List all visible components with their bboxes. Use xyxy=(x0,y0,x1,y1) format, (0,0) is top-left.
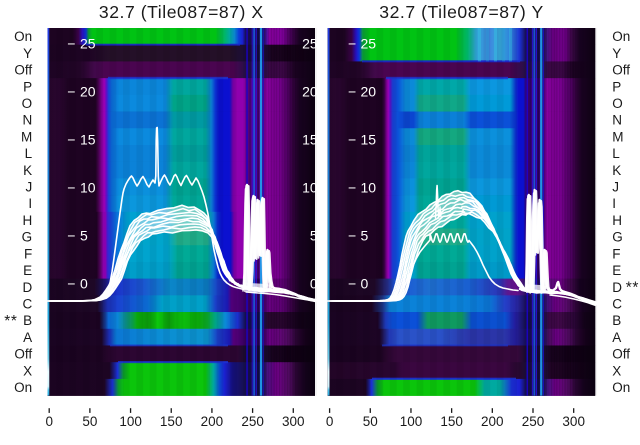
svg-text:E: E xyxy=(612,263,621,278)
svg-text:15: 15 xyxy=(302,132,318,148)
svg-text:**: ** xyxy=(4,313,17,330)
svg-text:250: 250 xyxy=(241,414,264,429)
svg-text:J: J xyxy=(25,180,32,195)
svg-text:Off: Off xyxy=(14,347,32,362)
svg-text:Y: Y xyxy=(23,46,32,61)
svg-text:On: On xyxy=(612,380,630,395)
svg-text:**: ** xyxy=(626,280,639,297)
svg-text:0: 0 xyxy=(45,414,53,429)
svg-text:20: 20 xyxy=(302,84,318,100)
svg-text:F: F xyxy=(24,246,32,261)
svg-text:15: 15 xyxy=(361,132,377,148)
svg-text:C: C xyxy=(612,297,622,312)
svg-text:K: K xyxy=(23,163,32,178)
svg-text:−: − xyxy=(348,180,356,196)
svg-text:0: 0 xyxy=(326,414,334,429)
svg-text:50: 50 xyxy=(363,414,378,429)
svg-text:0: 0 xyxy=(80,276,88,292)
svg-text:H: H xyxy=(612,213,622,228)
svg-text:−: − xyxy=(67,276,75,292)
svg-text:−: − xyxy=(67,84,75,100)
svg-text:N: N xyxy=(22,113,32,128)
svg-text:32.7 (Tile087=87) X: 32.7 (Tile087=87) X xyxy=(99,2,264,22)
svg-text:B: B xyxy=(23,313,32,328)
svg-text:C: C xyxy=(22,297,32,312)
svg-text:M: M xyxy=(21,129,32,144)
svg-text:250: 250 xyxy=(522,414,545,429)
svg-text:D: D xyxy=(612,280,622,295)
svg-text:X: X xyxy=(23,363,32,378)
svg-text:A: A xyxy=(23,330,32,345)
svg-text:−: − xyxy=(67,36,75,52)
svg-text:5: 5 xyxy=(80,228,88,244)
svg-text:−: − xyxy=(348,132,356,148)
svg-text:5: 5 xyxy=(361,228,369,244)
svg-text:25: 25 xyxy=(302,36,318,52)
svg-text:On: On xyxy=(14,29,32,44)
svg-text:−: − xyxy=(67,228,75,244)
svg-text:300: 300 xyxy=(562,414,585,429)
svg-text:On: On xyxy=(612,29,630,44)
svg-text:N: N xyxy=(612,113,622,128)
svg-text:100: 100 xyxy=(400,414,423,429)
svg-text:300: 300 xyxy=(282,414,305,429)
svg-text:M: M xyxy=(612,129,623,144)
svg-text:Off: Off xyxy=(14,63,32,78)
svg-text:G: G xyxy=(612,230,623,245)
svg-text:On: On xyxy=(14,380,32,395)
svg-text:10: 10 xyxy=(361,180,377,196)
svg-text:X: X xyxy=(612,363,621,378)
svg-text:20: 20 xyxy=(361,84,377,100)
svg-text:Off: Off xyxy=(612,63,630,78)
svg-text:150: 150 xyxy=(440,414,463,429)
svg-text:0: 0 xyxy=(310,276,318,292)
svg-text:E: E xyxy=(23,263,32,278)
svg-text:O: O xyxy=(22,96,33,111)
svg-text:O: O xyxy=(612,96,623,111)
svg-text:10: 10 xyxy=(80,180,96,196)
svg-text:−: − xyxy=(348,276,356,292)
svg-text:D: D xyxy=(22,280,32,295)
svg-text:5: 5 xyxy=(310,228,318,244)
svg-text:20: 20 xyxy=(80,84,96,100)
svg-text:−: − xyxy=(67,132,75,148)
svg-text:K: K xyxy=(612,163,621,178)
svg-text:P: P xyxy=(23,79,32,94)
svg-text:25: 25 xyxy=(80,36,96,52)
svg-text:H: H xyxy=(22,213,32,228)
svg-text:200: 200 xyxy=(201,414,224,429)
svg-text:G: G xyxy=(22,230,33,245)
svg-text:−: − xyxy=(67,180,75,196)
svg-text:L: L xyxy=(25,146,33,161)
svg-text:−: − xyxy=(348,36,356,52)
svg-text:32.7 (Tile087=87) Y: 32.7 (Tile087=87) Y xyxy=(379,2,544,22)
svg-text:25: 25 xyxy=(361,36,377,52)
svg-text:J: J xyxy=(612,180,619,195)
svg-text:I: I xyxy=(28,196,32,211)
svg-text:I: I xyxy=(612,196,616,211)
svg-text:P: P xyxy=(612,79,621,94)
svg-text:L: L xyxy=(612,146,620,161)
svg-text:10: 10 xyxy=(302,180,318,196)
svg-text:Off: Off xyxy=(612,347,630,362)
svg-text:B: B xyxy=(612,313,621,328)
svg-text:150: 150 xyxy=(160,414,183,429)
svg-text:200: 200 xyxy=(481,414,504,429)
svg-text:F: F xyxy=(612,246,620,261)
svg-text:Y: Y xyxy=(612,46,621,61)
svg-text:15: 15 xyxy=(80,132,96,148)
svg-text:−: − xyxy=(348,228,356,244)
svg-text:−: − xyxy=(348,84,356,100)
svg-text:0: 0 xyxy=(361,276,369,292)
svg-text:100: 100 xyxy=(119,414,142,429)
svg-text:A: A xyxy=(612,330,621,345)
svg-text:50: 50 xyxy=(82,414,97,429)
